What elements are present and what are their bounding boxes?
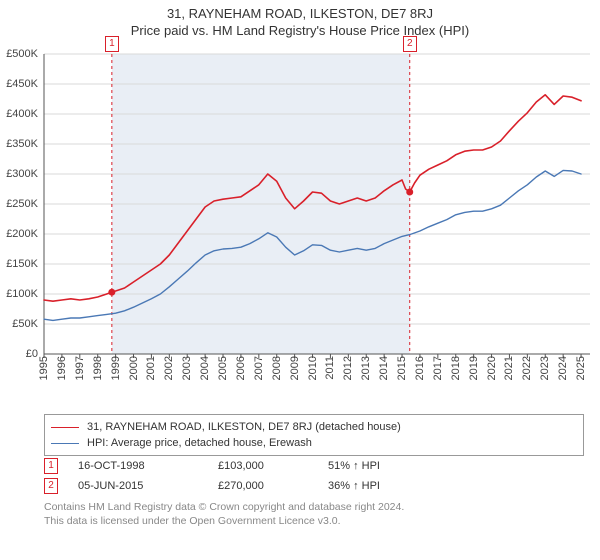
x-tick-label: 2007: [253, 356, 265, 380]
x-tick-label: 2005: [217, 356, 229, 380]
y-axis: £0£50K£100K£150K£200K£250K£300K£350K£400…: [0, 54, 44, 354]
y-tick-label: £300K: [6, 168, 38, 180]
x-tick-label: 1998: [92, 356, 104, 380]
x-tick-label: 1997: [74, 356, 86, 380]
x-axis: 1995199619971998199920002001200220032004…: [44, 356, 590, 406]
sale-event-date: 05-JUN-2015: [78, 480, 218, 492]
title-subtitle: Price paid vs. HM Land Registry's House …: [0, 21, 600, 44]
x-tick-label: 2019: [468, 356, 480, 380]
sale-event-price: £270,000: [218, 480, 328, 492]
sale-marker-badge: 2: [403, 36, 417, 52]
y-tick-label: £50K: [12, 318, 38, 330]
sale-event-row: 1 16-OCT-1998£103,00051% ↑ HPI: [44, 456, 584, 476]
legend-label: HPI: Average price, detached house, Erew…: [87, 437, 312, 449]
x-tick-label: 2016: [414, 356, 426, 380]
legend: 31, RAYNEHAM ROAD, ILKESTON, DE7 8RJ (de…: [44, 414, 584, 456]
y-tick-label: £100K: [6, 288, 38, 300]
x-tick-label: 2014: [378, 356, 390, 380]
y-tick-label: £200K: [6, 228, 38, 240]
legend-label: 31, RAYNEHAM ROAD, ILKESTON, DE7 8RJ (de…: [87, 421, 401, 433]
x-tick-label: 1999: [110, 356, 122, 380]
sale-event-badge: 2: [44, 478, 58, 494]
footer-line-2: This data is licensed under the Open Gov…: [44, 514, 584, 528]
sale-event-vs-hpi: 36% ↑ HPI: [328, 480, 380, 492]
figure-container: 31, RAYNEHAM ROAD, ILKESTON, DE7 8RJ Pri…: [0, 0, 600, 560]
x-tick-label: 2025: [575, 356, 587, 380]
legend-swatch: [51, 427, 79, 428]
x-tick-label: 2001: [145, 356, 157, 380]
x-tick-label: 2008: [271, 356, 283, 380]
x-tick-label: 2018: [450, 356, 462, 380]
x-tick-label: 1996: [56, 356, 68, 380]
x-tick-label: 2004: [199, 356, 211, 380]
title-block: 31, RAYNEHAM ROAD, ILKESTON, DE7 8RJ Pri…: [0, 0, 600, 44]
x-tick-label: 2000: [128, 356, 140, 380]
y-tick-label: £500K: [6, 48, 38, 60]
x-tick-label: 1995: [38, 356, 50, 380]
sale-event-vs-hpi: 51% ↑ HPI: [328, 460, 380, 472]
sale-marker-badge: 1: [105, 36, 119, 52]
title-address: 31, RAYNEHAM ROAD, ILKESTON, DE7 8RJ: [0, 4, 600, 21]
x-tick-label: 2002: [163, 356, 175, 380]
chart-area: £0 £50K £100K £150K £200K £250K £300K £350K £400…: [0, 44, 600, 414]
y-tick-label: £350K: [6, 138, 38, 150]
x-tick-label: 2009: [289, 356, 301, 380]
footer-line-1: Contains HM Land Registry data © Crown c…: [44, 500, 584, 514]
plot-area: 12: [44, 54, 590, 354]
sale-event-date: 16-OCT-1998: [78, 460, 218, 472]
legend-item: HPI: Average price, detached house, Erew…: [51, 435, 577, 451]
x-tick-label: 2012: [342, 356, 354, 380]
y-tick-label: £150K: [6, 258, 38, 270]
x-tick-label: 2023: [539, 356, 551, 380]
y-tick-label: £0: [26, 348, 38, 360]
x-tick-label: 2010: [307, 356, 319, 380]
x-tick-label: 2003: [181, 356, 193, 380]
events-table: 1 16-OCT-1998£103,00051% ↑ HPI 2 05-JUN-201…: [44, 456, 584, 496]
sale-event-badge: 1: [44, 458, 58, 474]
x-tick-label: 2017: [432, 356, 444, 380]
y-tick-label: £250K: [6, 198, 38, 210]
sale-event-price: £103,000: [218, 460, 328, 472]
attribution-footer: Contains HM Land Registry data © Crown c…: [44, 500, 584, 528]
x-tick-label: 2015: [396, 356, 408, 380]
x-tick-label: 2022: [521, 356, 533, 380]
x-tick-label: 2013: [360, 356, 372, 380]
x-tick-label: 2011: [324, 356, 336, 380]
legend-swatch: [51, 443, 79, 444]
x-tick-label: 2006: [235, 356, 247, 380]
plot-svg: [44, 54, 590, 354]
sale-event-row: 2 05-JUN-2015£270,00036% ↑ HPI: [44, 476, 584, 496]
y-tick-label: £450K: [6, 78, 38, 90]
y-tick-label: £400K: [6, 108, 38, 120]
legend-item: 31, RAYNEHAM ROAD, ILKESTON, DE7 8RJ (de…: [51, 419, 577, 435]
x-tick-label: 2020: [486, 356, 498, 380]
x-tick-label: 2021: [503, 356, 515, 380]
x-tick-label: 2024: [557, 356, 569, 380]
